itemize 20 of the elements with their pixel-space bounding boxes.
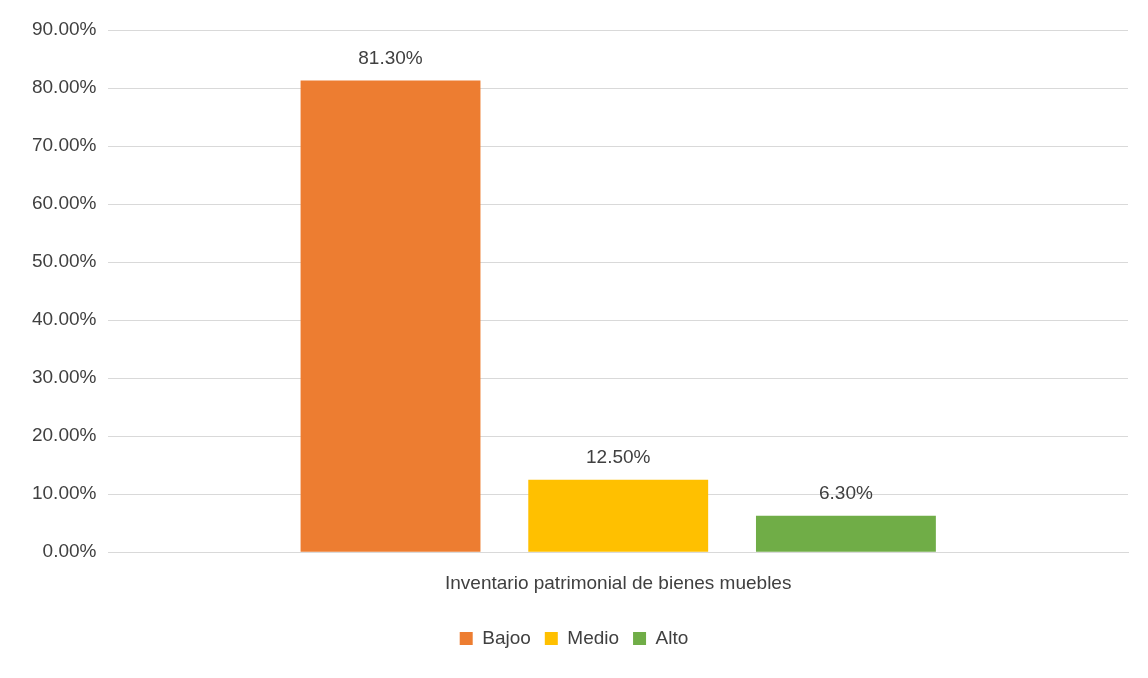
legend-label: Medio bbox=[567, 626, 620, 648]
y-tick-label: 30.00% bbox=[31, 366, 97, 388]
legend-label: Bajoo bbox=[482, 626, 531, 648]
data-label: 6.30% bbox=[818, 482, 873, 504]
y-tick-label: 80.00% bbox=[31, 76, 97, 98]
y-tick-label: 70.00% bbox=[31, 134, 97, 156]
y-tick-label: 20.00% bbox=[31, 424, 97, 446]
legend-label: Alto bbox=[655, 626, 689, 648]
y-tick-label: 90.00% bbox=[31, 18, 97, 40]
y-tick-label: 40.00% bbox=[31, 308, 97, 330]
data-label: 81.30% bbox=[358, 47, 423, 69]
y-tick-label: 60.00% bbox=[31, 192, 97, 214]
data-label: 12.50% bbox=[585, 446, 651, 468]
y-tick-label: 50.00% bbox=[31, 250, 97, 272]
y-tick-label: 0.00% bbox=[42, 540, 97, 562]
y-tick-label: 10.00% bbox=[31, 482, 97, 504]
bar bbox=[528, 479, 709, 552]
bar bbox=[755, 515, 936, 552]
x-tick-label: Inventario patrimonial de bienes muebles bbox=[445, 571, 792, 593]
bar bbox=[300, 80, 481, 552]
